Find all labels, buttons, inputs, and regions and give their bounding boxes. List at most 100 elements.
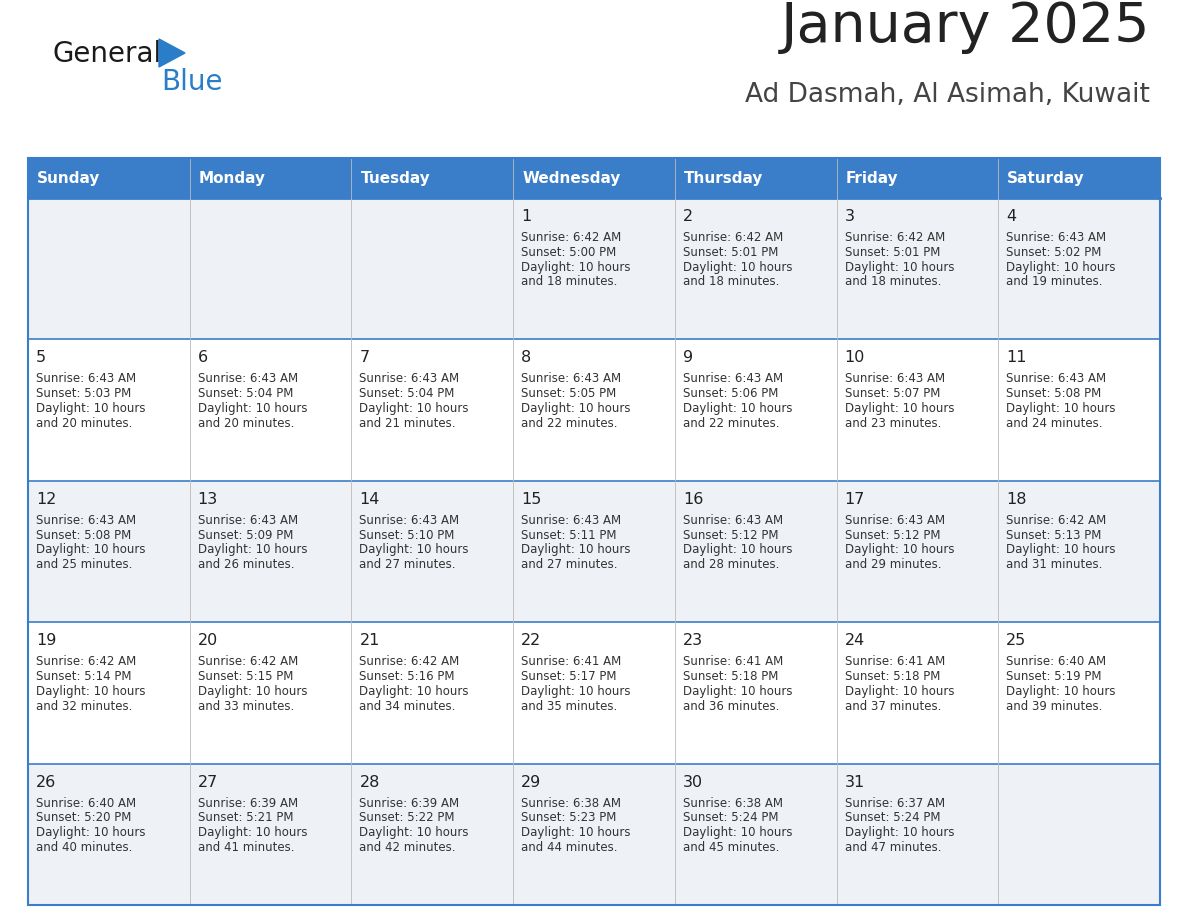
Text: Daylight: 10 hours: Daylight: 10 hours (36, 826, 145, 839)
Text: and 45 minutes.: and 45 minutes. (683, 841, 779, 854)
Text: Sunset: 5:08 PM: Sunset: 5:08 PM (36, 529, 131, 542)
Text: 4: 4 (1006, 209, 1017, 224)
Text: 31: 31 (845, 775, 865, 789)
Text: Sunrise: 6:42 AM: Sunrise: 6:42 AM (197, 655, 298, 668)
Text: Daylight: 10 hours: Daylight: 10 hours (197, 402, 308, 415)
Text: Sunrise: 6:42 AM: Sunrise: 6:42 AM (683, 231, 783, 244)
Text: Daylight: 10 hours: Daylight: 10 hours (197, 685, 308, 698)
Text: Sunset: 5:09 PM: Sunset: 5:09 PM (197, 529, 293, 542)
Text: Sunset: 5:16 PM: Sunset: 5:16 PM (360, 670, 455, 683)
Text: Sunrise: 6:43 AM: Sunrise: 6:43 AM (683, 514, 783, 527)
Text: Daylight: 10 hours: Daylight: 10 hours (845, 685, 954, 698)
Text: Sunset: 5:24 PM: Sunset: 5:24 PM (683, 812, 778, 824)
Text: Sunset: 5:23 PM: Sunset: 5:23 PM (522, 812, 617, 824)
Text: Tuesday: Tuesday (360, 171, 430, 185)
Text: Sunset: 5:01 PM: Sunset: 5:01 PM (683, 246, 778, 259)
Text: Sunset: 5:17 PM: Sunset: 5:17 PM (522, 670, 617, 683)
Text: General: General (52, 40, 162, 68)
Text: Daylight: 10 hours: Daylight: 10 hours (197, 826, 308, 839)
Text: Sunrise: 6:38 AM: Sunrise: 6:38 AM (522, 797, 621, 810)
Text: 10: 10 (845, 351, 865, 365)
Text: Sunrise: 6:42 AM: Sunrise: 6:42 AM (1006, 514, 1106, 527)
Text: Blue: Blue (162, 68, 222, 96)
Text: Daylight: 10 hours: Daylight: 10 hours (522, 826, 631, 839)
Text: and 18 minutes.: and 18 minutes. (683, 275, 779, 288)
Text: and 29 minutes.: and 29 minutes. (845, 558, 941, 571)
Text: Sunset: 5:18 PM: Sunset: 5:18 PM (683, 670, 778, 683)
Text: Sunrise: 6:43 AM: Sunrise: 6:43 AM (360, 373, 460, 386)
Text: Sunrise: 6:40 AM: Sunrise: 6:40 AM (36, 797, 137, 810)
Text: Sunset: 5:10 PM: Sunset: 5:10 PM (360, 529, 455, 542)
Text: Daylight: 10 hours: Daylight: 10 hours (522, 261, 631, 274)
Text: Sunrise: 6:43 AM: Sunrise: 6:43 AM (197, 373, 298, 386)
Text: Sunrise: 6:42 AM: Sunrise: 6:42 AM (360, 655, 460, 668)
Text: Ad Dasmah, Al Asimah, Kuwait: Ad Dasmah, Al Asimah, Kuwait (745, 82, 1150, 108)
Text: Sunset: 5:15 PM: Sunset: 5:15 PM (197, 670, 293, 683)
Text: Sunrise: 6:41 AM: Sunrise: 6:41 AM (683, 655, 783, 668)
Text: Sunset: 5:05 PM: Sunset: 5:05 PM (522, 387, 617, 400)
Text: Sunrise: 6:43 AM: Sunrise: 6:43 AM (1006, 373, 1106, 386)
Text: and 35 minutes.: and 35 minutes. (522, 700, 618, 712)
Text: and 37 minutes.: and 37 minutes. (845, 700, 941, 712)
Text: and 22 minutes.: and 22 minutes. (683, 417, 779, 430)
Text: and 19 minutes.: and 19 minutes. (1006, 275, 1102, 288)
Text: and 24 minutes.: and 24 minutes. (1006, 417, 1102, 430)
Bar (29, 481, 1159, 622)
Text: and 26 minutes.: and 26 minutes. (197, 558, 295, 571)
Text: and 21 minutes.: and 21 minutes. (360, 417, 456, 430)
Text: Sunset: 5:08 PM: Sunset: 5:08 PM (1006, 387, 1101, 400)
Text: Sunrise: 6:39 AM: Sunrise: 6:39 AM (360, 797, 460, 810)
Text: 22: 22 (522, 633, 542, 648)
Text: Sunset: 5:12 PM: Sunset: 5:12 PM (683, 529, 778, 542)
Text: Friday: Friday (846, 171, 898, 185)
Text: Daylight: 10 hours: Daylight: 10 hours (360, 685, 469, 698)
Text: 19: 19 (36, 633, 56, 648)
Text: and 44 minutes.: and 44 minutes. (522, 841, 618, 854)
Text: and 32 minutes.: and 32 minutes. (36, 700, 132, 712)
Text: Sunrise: 6:42 AM: Sunrise: 6:42 AM (36, 655, 137, 668)
Text: Sunset: 5:03 PM: Sunset: 5:03 PM (36, 387, 131, 400)
Text: Saturday: Saturday (1007, 171, 1085, 185)
Text: Sunrise: 6:42 AM: Sunrise: 6:42 AM (845, 231, 944, 244)
Text: Sunset: 5:14 PM: Sunset: 5:14 PM (36, 670, 132, 683)
Text: Sunrise: 6:43 AM: Sunrise: 6:43 AM (845, 373, 944, 386)
Bar (29, 158, 1159, 905)
Text: 28: 28 (360, 775, 380, 789)
Text: 23: 23 (683, 633, 703, 648)
Text: 27: 27 (197, 775, 217, 789)
Text: 30: 30 (683, 775, 703, 789)
Text: Daylight: 10 hours: Daylight: 10 hours (683, 685, 792, 698)
Text: Daylight: 10 hours: Daylight: 10 hours (522, 543, 631, 556)
Text: 1: 1 (522, 209, 531, 224)
Text: 29: 29 (522, 775, 542, 789)
Text: 17: 17 (845, 492, 865, 507)
Text: Sunset: 5:04 PM: Sunset: 5:04 PM (360, 387, 455, 400)
Text: 18: 18 (1006, 492, 1026, 507)
Text: Sunrise: 6:43 AM: Sunrise: 6:43 AM (845, 514, 944, 527)
Text: Daylight: 10 hours: Daylight: 10 hours (683, 261, 792, 274)
Text: 26: 26 (36, 775, 56, 789)
Text: Sunrise: 6:43 AM: Sunrise: 6:43 AM (36, 514, 137, 527)
Text: Sunrise: 6:43 AM: Sunrise: 6:43 AM (360, 514, 460, 527)
Text: 5: 5 (36, 351, 46, 365)
Text: Daylight: 10 hours: Daylight: 10 hours (522, 402, 631, 415)
Text: and 33 minutes.: and 33 minutes. (197, 700, 293, 712)
Text: Sunday: Sunday (37, 171, 100, 185)
Text: Thursday: Thursday (684, 171, 763, 185)
Text: and 18 minutes.: and 18 minutes. (522, 275, 618, 288)
Text: Sunrise: 6:43 AM: Sunrise: 6:43 AM (197, 514, 298, 527)
Text: and 27 minutes.: and 27 minutes. (522, 558, 618, 571)
Text: and 20 minutes.: and 20 minutes. (197, 417, 295, 430)
Text: Sunrise: 6:38 AM: Sunrise: 6:38 AM (683, 797, 783, 810)
Text: Sunset: 5:04 PM: Sunset: 5:04 PM (197, 387, 293, 400)
Text: Daylight: 10 hours: Daylight: 10 hours (845, 543, 954, 556)
Text: Monday: Monday (198, 171, 266, 185)
Text: and 28 minutes.: and 28 minutes. (683, 558, 779, 571)
Text: Daylight: 10 hours: Daylight: 10 hours (845, 826, 954, 839)
Text: and 25 minutes.: and 25 minutes. (36, 558, 132, 571)
Bar (29, 198, 1159, 340)
Text: Sunset: 5:21 PM: Sunset: 5:21 PM (197, 812, 293, 824)
Bar (29, 764, 1159, 905)
Text: Daylight: 10 hours: Daylight: 10 hours (683, 826, 792, 839)
Text: 13: 13 (197, 492, 217, 507)
